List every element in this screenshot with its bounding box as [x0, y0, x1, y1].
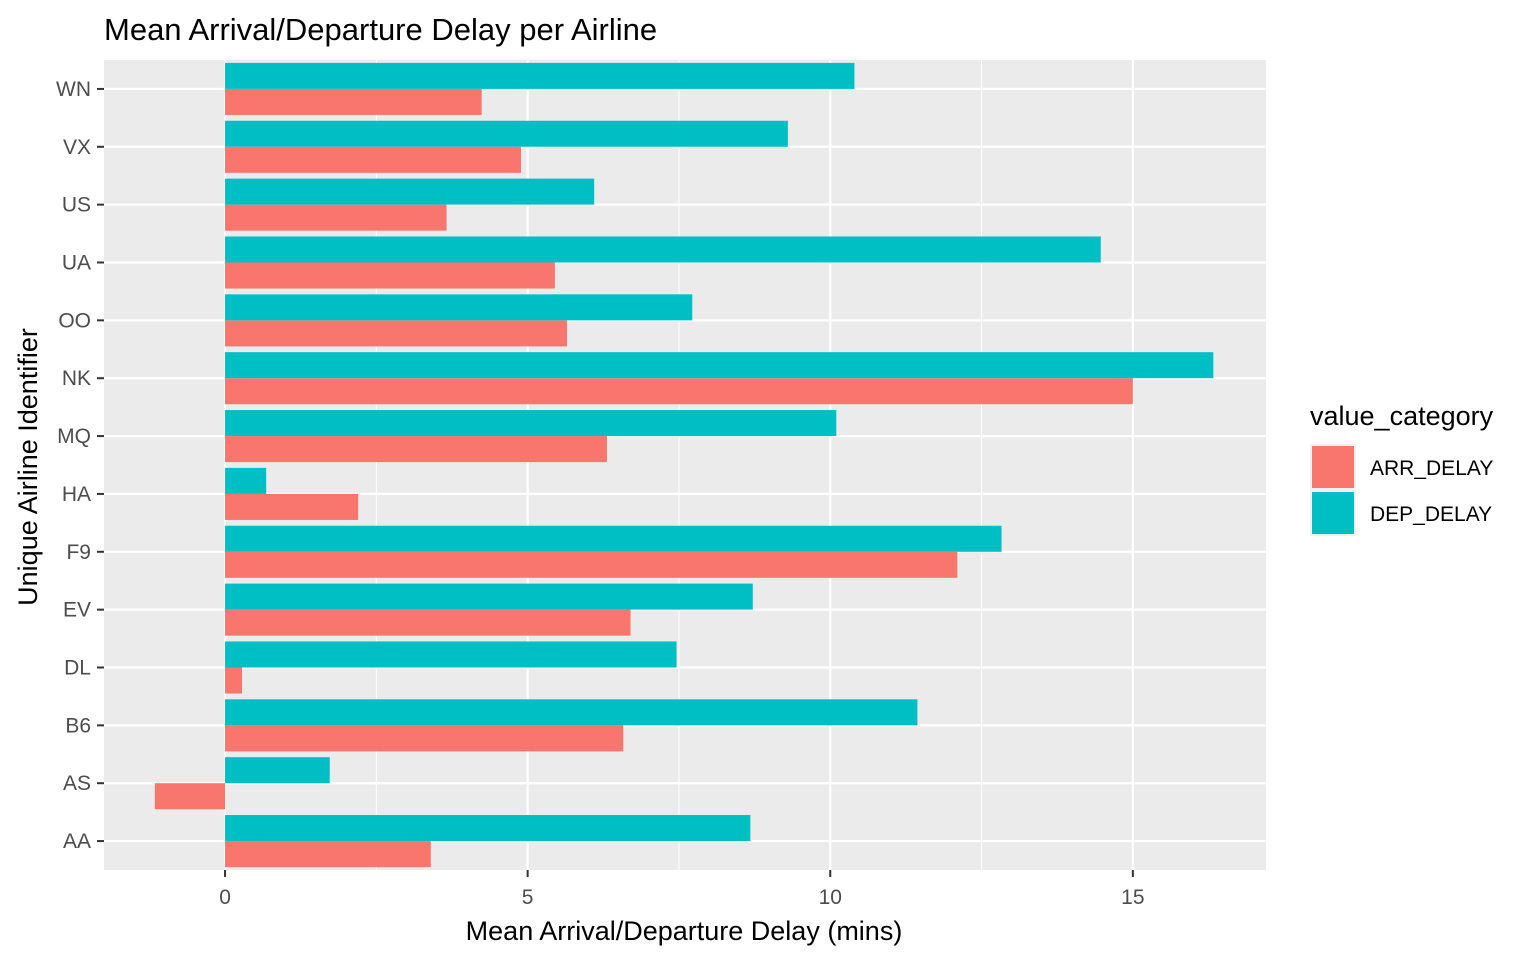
- legend-label: ARR_DELAY: [1370, 457, 1493, 480]
- bar-arr-delay-nk: [225, 378, 1133, 405]
- y-axis-title: Unique Airline Identifier: [13, 328, 43, 606]
- bar-dep-delay-us: [225, 178, 595, 205]
- bar-dep-delay-dl: [225, 641, 677, 668]
- bar-dep-delay-as: [225, 757, 330, 784]
- bar-dep-delay-vx: [225, 120, 788, 147]
- legend-title: value_category: [1310, 401, 1494, 431]
- x-tick-label: 0: [219, 886, 231, 909]
- bar-dep-delay-mq: [225, 410, 837, 437]
- y-tick-label: DL: [64, 657, 91, 680]
- y-tick-label: UA: [62, 252, 91, 275]
- y-tick-label: NK: [62, 367, 91, 390]
- y-tick-label: EV: [63, 599, 91, 622]
- y-tick-label: OO: [58, 309, 91, 332]
- bar-dep-delay-ev: [225, 583, 753, 610]
- bar-arr-delay-us: [225, 204, 447, 231]
- legend-key-dep-delay: [1312, 492, 1354, 534]
- bar-arr-delay-vx: [225, 146, 521, 173]
- y-tick-label: HA: [62, 483, 91, 506]
- bar-arr-delay-as: [154, 783, 226, 810]
- y-tick-label: MQ: [57, 425, 91, 448]
- bar-arr-delay-dl: [225, 667, 242, 694]
- bar-arr-delay-b6: [225, 725, 624, 752]
- x-tick-label: 15: [1121, 886, 1144, 909]
- chart-title: Mean Arrival/Departure Delay per Airline: [104, 12, 657, 47]
- legend-label: DEP_DELAY: [1370, 503, 1492, 526]
- bar-arr-delay-ha: [225, 493, 359, 520]
- bar-dep-delay-b6: [225, 699, 918, 726]
- bar-dep-delay-f9: [225, 525, 1002, 552]
- bar-arr-delay-f9: [225, 551, 958, 578]
- y-tick-label: VX: [63, 136, 91, 159]
- plot-panel: [104, 60, 1266, 870]
- x-tick-label: 5: [522, 886, 534, 909]
- bar-dep-delay-nk: [225, 352, 1214, 379]
- y-tick-label: US: [62, 194, 91, 217]
- bar-arr-delay-oo: [225, 320, 567, 347]
- bar-arr-delay-mq: [225, 436, 607, 463]
- bar-arr-delay-ev: [225, 609, 631, 636]
- bar-arr-delay-wn: [225, 88, 482, 115]
- bar-dep-delay-oo: [225, 294, 693, 321]
- bar-dep-delay-ha: [225, 467, 267, 494]
- y-tick-label: AA: [63, 830, 91, 853]
- bar-dep-delay-ua: [225, 236, 1101, 263]
- x-axis: 0 5 10 15: [219, 870, 1145, 909]
- y-tick-label: B6: [65, 714, 91, 737]
- bar-dep-delay-wn: [225, 62, 855, 89]
- legend-key-arr-delay: [1312, 446, 1354, 488]
- x-tick-label: 10: [819, 886, 842, 909]
- y-axis: AA AS B6 DL EV F9 HA MQ NK OO UA US VX WN: [56, 78, 104, 853]
- legend: value_category ARR_DELAY DEP_DELAY: [1310, 401, 1494, 536]
- x-axis-title: Mean Arrival/Departure Delay (mins): [466, 916, 903, 946]
- bar-arr-delay-ua: [225, 262, 555, 289]
- y-tick-label: F9: [66, 541, 91, 564]
- y-tick-label: WN: [56, 78, 91, 101]
- bar-dep-delay-aa: [225, 815, 751, 842]
- bar-arr-delay-aa: [225, 841, 431, 868]
- y-tick-label: AS: [63, 772, 91, 795]
